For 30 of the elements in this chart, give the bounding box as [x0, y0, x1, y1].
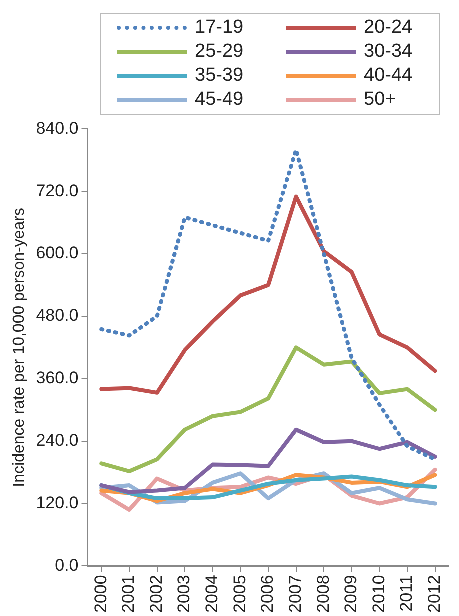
- x-tick-label: 2008: [314, 575, 333, 614]
- y-tick-label: 840.0: [36, 118, 79, 138]
- x-tick-label: 2009: [342, 575, 361, 614]
- x-tick-label: 2007: [286, 575, 305, 614]
- y-tick-label: 240.0: [36, 431, 79, 450]
- y-tick-label: 360.0: [36, 368, 79, 388]
- y-tick-label: 480.0: [36, 306, 79, 326]
- y-axis-title: Incidence rate per 10,000 person-years: [11, 208, 28, 488]
- x-tick-label: 2012: [424, 575, 444, 614]
- y-tick-label: 600.0: [36, 244, 79, 263]
- legend-label: 50+: [364, 89, 396, 111]
- legend-label: 35-39: [195, 65, 244, 87]
- y-tick-label: 720.0: [36, 181, 79, 200]
- x-tick-label: 2000: [91, 575, 110, 614]
- x-tick-label: 2002: [146, 575, 166, 614]
- x-tick-label: 2011: [397, 575, 416, 612]
- x-tick-label: 2005: [230, 575, 250, 614]
- legend-label: 20-24: [364, 17, 413, 39]
- x-tick-label: 2003: [174, 575, 194, 614]
- x-tick-label: 2004: [202, 575, 222, 614]
- y-tick-label: 0.0: [55, 556, 79, 575]
- legend-label: 40-44: [364, 65, 413, 87]
- y-tick-label: 120.0: [36, 493, 79, 512]
- legend-label: 17-19: [195, 17, 244, 39]
- x-tick-label: 2010: [369, 575, 388, 614]
- x-tick-label: 2006: [258, 575, 278, 614]
- legend-label: 45-49: [195, 89, 244, 111]
- x-tick-label: 2001: [119, 575, 138, 614]
- legend-label: 25-29: [195, 41, 244, 63]
- legend-label: 30-34: [364, 41, 413, 63]
